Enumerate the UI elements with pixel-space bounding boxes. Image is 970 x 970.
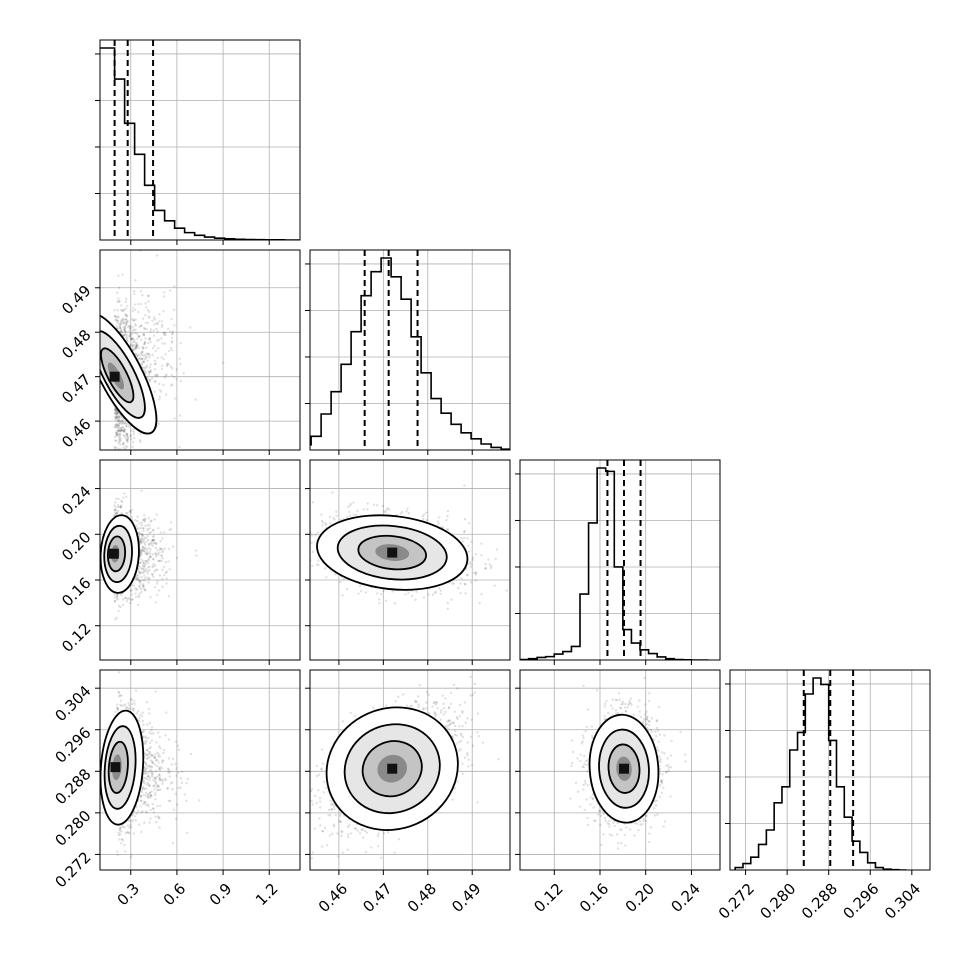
density-peak	[110, 762, 121, 773]
x-tick-label: 0.16	[576, 880, 612, 916]
y-tick-label: 0.272	[51, 848, 94, 891]
density-peak	[109, 371, 120, 382]
y-tick-label: 0.48	[58, 326, 94, 362]
density-peak	[619, 763, 629, 774]
y-tick-label: 0.12	[58, 620, 94, 656]
histogram-panel	[515, 459, 721, 665]
scatter-panel	[95, 459, 301, 665]
histogram-panel	[95, 39, 301, 245]
panel-frame	[309, 459, 511, 661]
scatter-panel	[95, 249, 301, 455]
x-tick-label: 0.12	[530, 880, 566, 916]
panel-content	[569, 676, 687, 850]
panel-frame	[519, 669, 721, 871]
histogram-step	[734, 677, 907, 870]
y-tick-label: 0.304	[51, 682, 94, 725]
panel-frame	[309, 669, 511, 871]
panel-frame	[99, 669, 301, 871]
y-tick-label: 0.296	[51, 724, 94, 767]
x-tick-label: 0.288	[798, 880, 841, 923]
histogram-panel	[305, 249, 511, 455]
panel-frame	[729, 669, 931, 871]
y-tick-label: 0.24	[58, 482, 94, 518]
density-peak	[108, 548, 119, 559]
scatter-panel	[305, 669, 511, 875]
panel-frame	[519, 459, 721, 661]
panel-content	[100, 489, 198, 621]
x-tick-label: 0.24	[667, 880, 703, 916]
scatter-panel	[305, 459, 511, 665]
x-tick-label: 0.48	[404, 880, 440, 916]
panel-content	[100, 671, 201, 859]
density-peak	[387, 763, 398, 774]
x-tick-label: 0.49	[448, 880, 484, 916]
panel-frame	[99, 39, 301, 241]
x-tick-label: 0.20	[622, 880, 658, 916]
panel-content	[310, 675, 500, 860]
x-tick-label: 1.2	[252, 880, 282, 910]
panel-content	[100, 250, 225, 450]
x-tick-label: 0.6	[160, 880, 190, 910]
density-peak	[387, 547, 398, 558]
x-tick-label: 0.46	[315, 880, 351, 916]
y-tick-label: 0.16	[58, 574, 94, 610]
y-tick-label: 0.280	[51, 807, 94, 850]
x-tick-label: 0.9	[206, 880, 236, 910]
x-tick-label: 0.280	[756, 880, 799, 923]
x-tick-label: 0.272	[715, 880, 758, 923]
histogram-step	[310, 257, 510, 450]
x-tick-label: 0.296	[840, 880, 883, 923]
y-tick-label: 0.49	[58, 282, 94, 318]
scatter-panel	[95, 669, 301, 875]
y-tick-label: 0.288	[51, 765, 94, 808]
histogram-step	[520, 467, 709, 660]
panel-content	[310, 484, 509, 610]
panel-frame	[309, 249, 511, 451]
x-tick-label: 0.47	[359, 880, 395, 916]
x-tick-label: 0.304	[881, 880, 924, 923]
y-tick-label: 0.46	[58, 415, 94, 451]
scatter-panel	[515, 669, 721, 875]
y-tick-label: 0.47	[58, 370, 94, 406]
x-tick-label: 0.3	[114, 880, 144, 910]
histogram-step	[100, 47, 300, 240]
y-tick-label: 0.20	[58, 528, 94, 564]
panel-frame	[99, 249, 301, 451]
histogram-panel	[725, 669, 931, 875]
panel-frame	[99, 459, 301, 661]
